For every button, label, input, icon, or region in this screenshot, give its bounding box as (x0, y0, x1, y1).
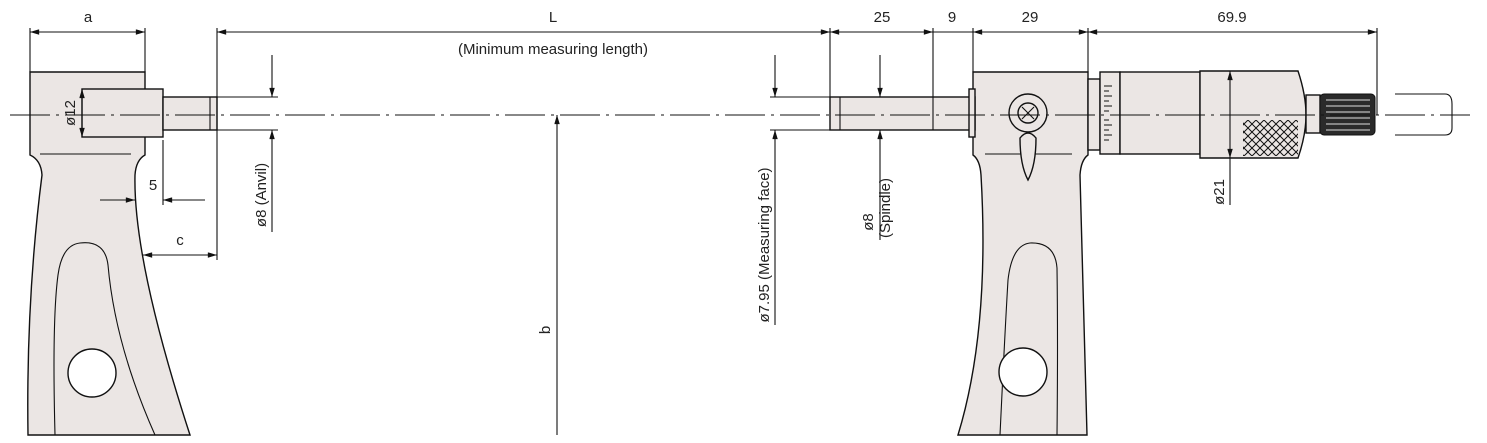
left-frame (27, 71, 218, 436)
dim-b-label: b (537, 326, 554, 334)
knurl-pattern (1243, 120, 1298, 156)
dim-25-label: 25 (874, 9, 891, 26)
frame-hole (998, 347, 1048, 397)
dim-c-label: c (176, 232, 184, 249)
anvil (162, 96, 218, 131)
dim-5-label: 5 (149, 177, 157, 194)
right-frame (829, 70, 1453, 436)
thimble (1119, 71, 1201, 155)
scale-ticks (1104, 85, 1112, 141)
dim-a-label: a (84, 9, 93, 26)
dim-dia12-label: ø12 (62, 100, 79, 126)
dim-L-note: (Minimum measuring length) (458, 41, 648, 58)
measuring-face-label: ø7.95 (Measuring face) (756, 167, 773, 322)
frame-hole (67, 348, 117, 398)
sleeve-scale (1099, 71, 1121, 155)
dim-9-label: 9 (948, 9, 956, 26)
spindle-label: (Spindle) (877, 178, 894, 238)
spindle-dia-label: ø8 (860, 213, 877, 231)
clamp-lever (1019, 132, 1037, 182)
dim-L-label: L (549, 9, 557, 26)
dim-69-9-label: 69.9 (1217, 9, 1246, 26)
dimension-lines (29, 28, 1378, 435)
dim-29-label: 29 (1022, 9, 1039, 26)
anvil-dia-label: ø8 (Anvil) (253, 163, 270, 227)
anvil-boss (81, 88, 164, 138)
spindle (829, 96, 976, 131)
dim-dia21-label: ø21 (1211, 179, 1228, 205)
ghost-ratchet (1395, 93, 1453, 136)
